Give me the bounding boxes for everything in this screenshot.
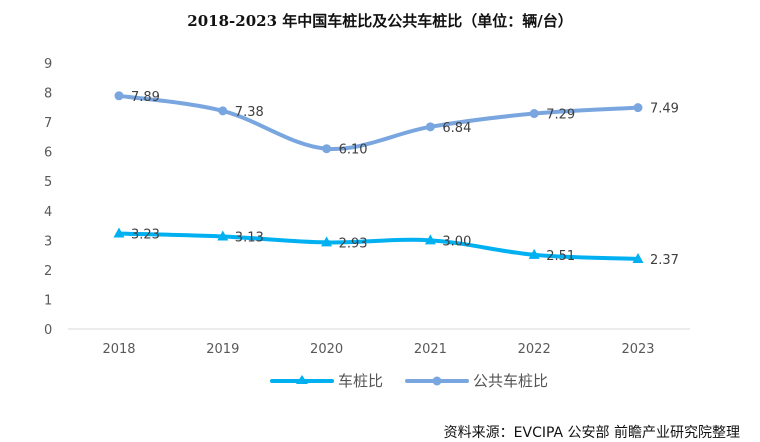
data-label: 3.23: [131, 228, 160, 243]
data-point: [529, 109, 539, 119]
data-label: 2.93: [339, 236, 368, 251]
x-tick-label: 2023: [621, 342, 654, 357]
y-tick-label: 7: [44, 116, 52, 131]
data-label: 3.13: [235, 230, 264, 245]
y-tick-label: 1: [44, 293, 52, 308]
data-point: [217, 230, 229, 241]
data-label: 7.29: [546, 108, 575, 123]
y-tick-label: 6: [44, 146, 52, 161]
y-tick-label: 4: [44, 205, 52, 220]
legend: 车桩比 公共车桩比: [270, 370, 548, 391]
legend-label: 公共车桩比: [473, 372, 549, 390]
data-point: [424, 234, 436, 245]
data-label: 7.38: [235, 105, 264, 120]
x-tick-label: 2019: [206, 342, 239, 357]
data-point: [425, 122, 435, 132]
legend-item-1: 公共车桩比: [405, 370, 548, 391]
data-label: 7.49: [650, 102, 679, 117]
x-tick-label: 2022: [518, 342, 551, 357]
y-tick-label: 3: [44, 234, 52, 249]
data-point: [632, 252, 644, 263]
data-point: [322, 144, 332, 154]
y-tick-label: 9: [44, 57, 52, 72]
x-tick-label: 2020: [310, 342, 343, 357]
x-tick-label: 2018: [102, 342, 135, 357]
data-point: [321, 236, 333, 247]
data-point: [218, 106, 228, 116]
y-tick-label: 8: [44, 87, 52, 102]
legend-label: 车桩比: [338, 372, 384, 390]
series-line-0: [117, 231, 640, 261]
data-point: [528, 248, 540, 259]
data-label: 6.10: [339, 143, 368, 158]
data-point: [113, 227, 125, 238]
data-label: 6.84: [442, 121, 471, 136]
data-label: 3.00: [442, 234, 471, 249]
data-label: 7.89: [131, 90, 160, 105]
data-label: 2.37: [650, 253, 679, 268]
x-tick-label: 2021: [414, 342, 447, 357]
series-line-1: [117, 93, 640, 151]
chart-title: 2018-2023 年中国车桩比及公共车桩比（单位：辆/台）: [187, 12, 573, 30]
y-tick-label: 0: [44, 323, 52, 338]
y-tick-label: 5: [44, 175, 52, 190]
data-point: [114, 91, 124, 101]
y-tick-label: 2: [44, 264, 52, 279]
data-label: 2.51: [546, 249, 575, 264]
source-note: 资料来源：EVCIPA 公安部 前瞻产业研究院整理: [443, 425, 740, 441]
data-point: [633, 103, 643, 113]
legend-item-0: 车桩比: [270, 370, 383, 391]
